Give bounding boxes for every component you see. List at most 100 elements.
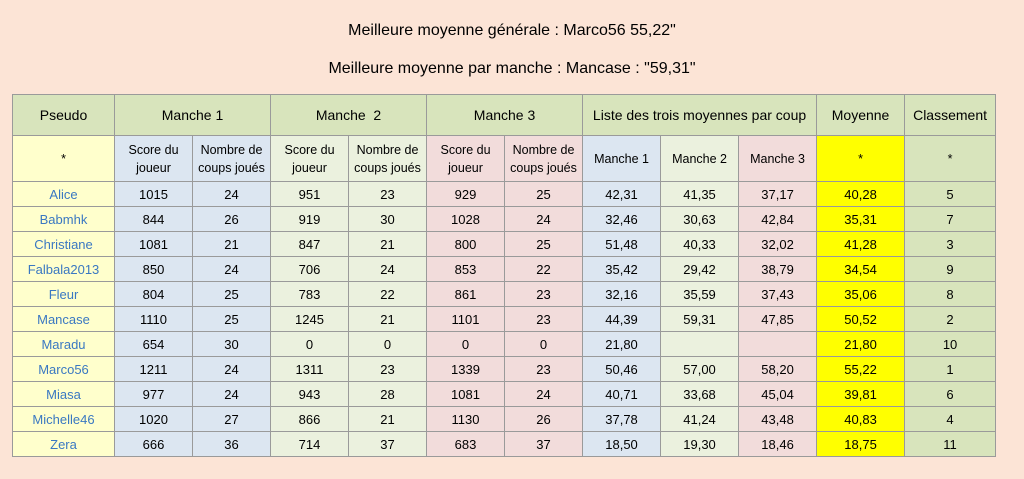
cell-coups-m3: 26 [504,406,584,432]
cell-avg-m1: 44,39 [582,306,662,332]
cell-classement: 5 [904,181,997,207]
cell-avg-m1: 50,46 [582,356,662,382]
cell-pseudo: Mancase [12,306,115,332]
subheader-moyenne-star: * [816,135,906,182]
cell-coups-m2: 23 [348,181,428,207]
cell-coups-m3: 23 [504,356,584,382]
cell-avg-m1: 51,48 [582,231,662,257]
cell-avg-m2: 57,00 [660,356,740,382]
cell-coups-m1: 24 [191,356,272,382]
cell-avg-m3: 32,02 [738,231,818,257]
cell-avg-m2: 41,35 [660,181,740,207]
cell-pseudo: Alice [12,181,115,207]
cell-coups-m1: 26 [191,206,272,232]
cell-score-m2: 847 [270,231,350,257]
cell-avg-m1: 40,71 [582,381,662,407]
cell-pseudo: Zera [12,431,115,457]
subheader-row: * Score du joueur Nombre de coups joués … [12,135,997,182]
cell-score-m1: 844 [114,206,193,232]
cell-classement: 1 [904,356,997,382]
cell-score-m1: 804 [114,281,193,307]
best-overall-title: Meilleure moyenne générale : Marco56 55,… [348,22,676,39]
cell-score-m2: 714 [270,431,350,457]
cell-score-m3: 861 [426,281,506,307]
header-pseudo: Pseudo [12,94,115,136]
cell-coups-m1: 24 [191,381,272,407]
cell-classement: 10 [904,331,997,357]
cell-coups-m2: 0 [348,331,428,357]
table-row: Michelle46 1020 27 866 21 1130 26 37,78 41,24 43,… [12,406,997,432]
cell-avg-m2: 19,30 [660,431,740,457]
subheader-coups-m2: Nombre de coups joués [348,135,428,182]
cell-score-m3: 1130 [426,406,506,432]
subheader-avg-m3: Manche 3 [738,135,818,182]
cell-score-m3: 683 [426,431,506,457]
header-manche2: Manche 2 [270,94,428,136]
cell-score-m1: 1110 [114,306,193,332]
cell-avg-m3: 18,46 [738,431,818,457]
cell-score-m1: 977 [114,381,193,407]
cell-moyenne: 21,80 [816,331,906,357]
table-row: Marco56 1211 24 1311 23 1339 23 50,46 57,00 58,20… [12,356,997,382]
subheader-score-m2: Score du joueur [270,135,350,182]
table-row: Christiane 1081 21 847 21 800 25 51,48 40,33 32,0… [12,231,997,257]
cell-coups-m1: 21 [191,231,272,257]
header-row: Pseudo Manche 1 Manche 2 Manche 3 Liste … [12,94,997,136]
cell-score-m1: 850 [114,256,193,282]
cell-avg-m1: 21,80 [582,331,662,357]
cell-score-m3: 800 [426,231,506,257]
cell-score-m3: 1081 [426,381,506,407]
cell-classement: 3 [904,231,997,257]
cell-score-m2: 783 [270,281,350,307]
cell-avg-m2 [660,331,740,357]
cell-score-m3: 1339 [426,356,506,382]
cell-avg-m2: 40,33 [660,231,740,257]
cell-moyenne: 35,31 [816,206,906,232]
cell-avg-m1: 42,31 [582,181,662,207]
cell-avg-m3: 42,84 [738,206,818,232]
cell-moyenne: 35,06 [816,281,906,307]
cell-moyenne: 41,28 [816,231,906,257]
subheader-classement-star: * [904,135,997,182]
cell-moyenne: 39,81 [816,381,906,407]
cell-coups-m3: 23 [504,306,584,332]
cell-moyenne: 40,28 [816,181,906,207]
cell-coups-m2: 23 [348,356,428,382]
cell-avg-m3: 43,48 [738,406,818,432]
cell-score-m2: 943 [270,381,350,407]
cell-coups-m2: 28 [348,381,428,407]
cell-score-m1: 1015 [114,181,193,207]
cell-score-m2: 919 [270,206,350,232]
cell-score-m3: 0 [426,331,506,357]
cell-coups-m3: 25 [504,181,584,207]
cell-avg-m1: 18,50 [582,431,662,457]
cell-avg-m2: 33,68 [660,381,740,407]
cell-avg-m1: 35,42 [582,256,662,282]
header-classement: Classement [904,94,997,136]
cell-pseudo: Fleur [12,281,115,307]
best-round-title: Meilleure moyenne par manche : Mancase :… [328,60,696,77]
cell-coups-m3: 25 [504,231,584,257]
cell-score-m2: 1245 [270,306,350,332]
cell-coups-m2: 21 [348,406,428,432]
cell-score-m1: 1020 [114,406,193,432]
cell-score-m2: 0 [270,331,350,357]
cell-coups-m1: 25 [191,306,272,332]
cell-avg-m3: 45,04 [738,381,818,407]
table-row: Falbala2013 850 24 706 24 853 22 35,42 29,42 38,7… [12,256,997,282]
cell-avg-m1: 37,78 [582,406,662,432]
cell-score-m1: 666 [114,431,193,457]
cell-avg-m2: 29,42 [660,256,740,282]
cell-coups-m2: 21 [348,231,428,257]
cell-avg-m3: 47,85 [738,306,818,332]
cell-pseudo: Maradu [12,331,115,357]
cell-avg-m2: 59,31 [660,306,740,332]
cell-avg-m1: 32,46 [582,206,662,232]
cell-moyenne: 50,52 [816,306,906,332]
cell-classement: 11 [904,431,997,457]
cell-coups-m1: 24 [191,181,272,207]
header-manche3: Manche 3 [426,94,584,136]
cell-score-m3: 1028 [426,206,506,232]
cell-coups-m2: 21 [348,306,428,332]
header-liste-moyennes: Liste des trois moyennes par coup [582,94,818,136]
